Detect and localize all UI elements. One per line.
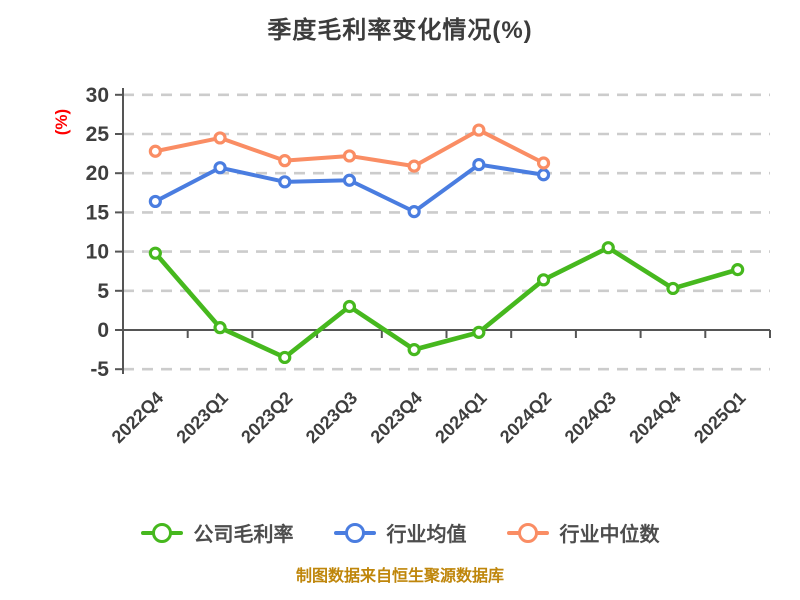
data-point-marker[interactable] — [601, 241, 615, 255]
data-point-marker[interactable] — [278, 350, 292, 365]
data-point-marker[interactable] — [407, 159, 421, 173]
data-point-marker[interactable] — [213, 161, 227, 175]
legend-circle — [344, 522, 365, 543]
data-point-marker[interactable] — [407, 343, 421, 357]
legend-label: 行业中位数 — [559, 524, 660, 546]
legend-item-行业中位数[interactable]: 行业中位数 — [506, 518, 660, 547]
data-point-marker[interactable] — [731, 263, 745, 277]
legend-circle — [151, 522, 172, 543]
y-axis-tick-label: -5 — [90, 358, 109, 381]
legend-item-公司毛利率[interactable]: 公司毛利率 — [140, 518, 294, 547]
x-axis-tick-label: 2024Q3 — [561, 388, 620, 447]
data-point-marker[interactable] — [342, 149, 357, 163]
data-point-marker[interactable] — [213, 131, 227, 145]
data-point-marker[interactable] — [472, 157, 486, 172]
data-point-marker[interactable] — [407, 205, 421, 219]
data-point-marker[interactable] — [472, 123, 486, 137]
x-axis-tick-label: 2023Q2 — [237, 388, 296, 447]
x-axis-tick-label: 2023Q3 — [302, 388, 361, 447]
legend-item-行业均值[interactable]: 行业均值 — [333, 518, 467, 547]
y-axis-tick-label: 0 — [97, 319, 109, 342]
data-point-marker[interactable] — [342, 173, 357, 187]
data-point-marker[interactable] — [536, 156, 551, 170]
y-axis-tick-label: 25 — [86, 123, 110, 146]
y-axis-tick-label: 5 — [97, 280, 109, 303]
x-axis-tick-label: 2022Q4 — [108, 388, 167, 447]
chart-title: 季度毛利率变化情况(%) — [267, 17, 533, 44]
x-axis-tick-label: 2023Q4 — [367, 388, 426, 447]
data-point-marker[interactable] — [148, 246, 162, 260]
data-point-marker[interactable] — [536, 168, 551, 182]
legend-label: 公司毛利率 — [193, 524, 294, 546]
legend-label: 行业均值 — [386, 524, 467, 546]
y-axis-tick-label: 10 — [86, 241, 109, 264]
data-source-note: 制图数据来自恒生聚源数据库 — [295, 568, 504, 585]
legend-marker-icon — [140, 522, 183, 544]
series-line-行业均值 — [153, 162, 546, 214]
series-line-公司毛利率 — [153, 245, 740, 360]
data-point-marker[interactable] — [148, 144, 162, 158]
x-axis-tick-label: 2023Q1 — [172, 388, 231, 447]
data-point-marker[interactable] — [472, 325, 486, 339]
x-axis-tick-label: 2024Q1 — [431, 388, 490, 447]
legend-circle — [517, 522, 538, 543]
legend-marker-icon — [506, 522, 549, 544]
chart-legend: 公司毛利率 行业均值 行业中位数 — [0, 518, 800, 547]
data-point-marker[interactable] — [342, 299, 357, 314]
legend-marker-icon — [333, 522, 376, 544]
x-axis-tick-label: 2024Q2 — [496, 388, 555, 447]
data-point-marker[interactable] — [213, 321, 227, 335]
x-axis-tick-label: 2025Q1 — [690, 388, 749, 447]
y-axis-tick-label: 20 — [86, 162, 109, 185]
data-point-marker[interactable] — [666, 281, 680, 296]
data-point-marker[interactable] — [278, 154, 292, 168]
data-point-marker[interactable] — [148, 194, 162, 209]
data-point-marker[interactable] — [278, 175, 292, 189]
y-axis-tick-label: 15 — [86, 201, 110, 224]
y-axis-tick-label: 30 — [86, 84, 109, 107]
data-point-marker[interactable] — [536, 273, 551, 287]
x-axis-tick-label: 2024Q4 — [625, 388, 684, 447]
